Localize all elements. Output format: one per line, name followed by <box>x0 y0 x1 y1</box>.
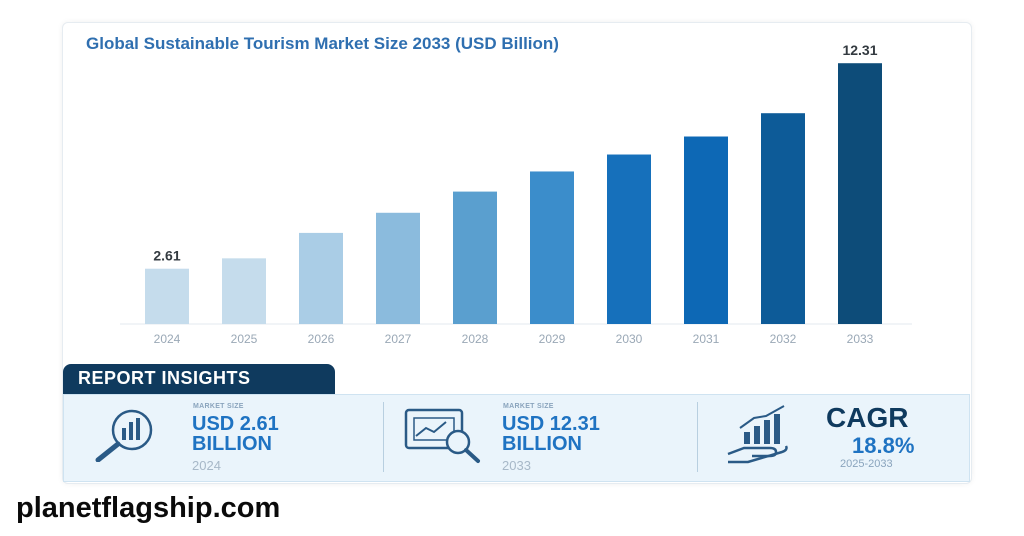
data-label: 12.31 <box>842 42 877 58</box>
x-tick-label: 2028 <box>462 332 489 346</box>
market-size-label: MARKET SIZE <box>193 403 244 410</box>
bar-2031 <box>684 136 728 324</box>
bar-2027 <box>376 212 420 324</box>
x-tick-label: 2030 <box>616 332 643 346</box>
bar-2033 <box>838 63 882 325</box>
x-tick-label: 2029 <box>539 332 566 346</box>
hand-growth-chart-icon <box>727 405 788 464</box>
bar-2030 <box>607 154 651 324</box>
market-size-year: 2024 <box>192 458 221 473</box>
bar-2026 <box>299 232 343 324</box>
watermark: planetflagship.com <box>16 492 281 524</box>
x-tick-label: 2026 <box>308 332 335 346</box>
bar-2032 <box>761 113 805 325</box>
bar-2029 <box>530 171 574 324</box>
report-insights-header: REPORT INSIGHTS <box>78 368 251 388</box>
x-tick-label: 2032 <box>770 332 797 346</box>
market-size-value: USD 12.31 <box>502 413 600 435</box>
x-tick-label: 2031 <box>693 332 720 346</box>
monitor-magnifier-icon <box>404 408 480 463</box>
market-size-year: 2033 <box>502 458 531 473</box>
chart-title: Global Sustainable Tourism Market Size 2… <box>86 34 559 53</box>
bar-chart: 2024 2.61 2025 2026 2027 2028 2029 2030 2031 2032… <box>120 42 912 346</box>
report-insights-tab <box>63 364 335 394</box>
market-size-unit: BILLION <box>192 433 272 455</box>
cagr-range: 2025-2033 <box>840 458 893 470</box>
insights-panel <box>63 394 970 482</box>
market-size-value: USD 2.61 <box>192 413 279 435</box>
data-label: 2.61 <box>153 248 180 264</box>
insights-divider <box>383 402 384 472</box>
insights-divider <box>697 402 698 472</box>
x-tick-label: 2025 <box>231 332 258 346</box>
x-tick-label: 2033 <box>847 332 874 346</box>
market-size-unit: BILLION <box>502 433 582 455</box>
cagr-title: CAGR <box>826 402 909 433</box>
bar-2024 <box>145 268 189 324</box>
bar-2025 <box>222 258 266 324</box>
x-tick-label: 2024 <box>154 332 181 346</box>
magnifier-chart-icon <box>95 409 153 462</box>
cagr-value: 18.8% <box>852 433 915 458</box>
bar-2028 <box>453 191 497 324</box>
x-tick-label: 2027 <box>385 332 412 346</box>
market-size-label: MARKET SIZE <box>503 403 554 410</box>
